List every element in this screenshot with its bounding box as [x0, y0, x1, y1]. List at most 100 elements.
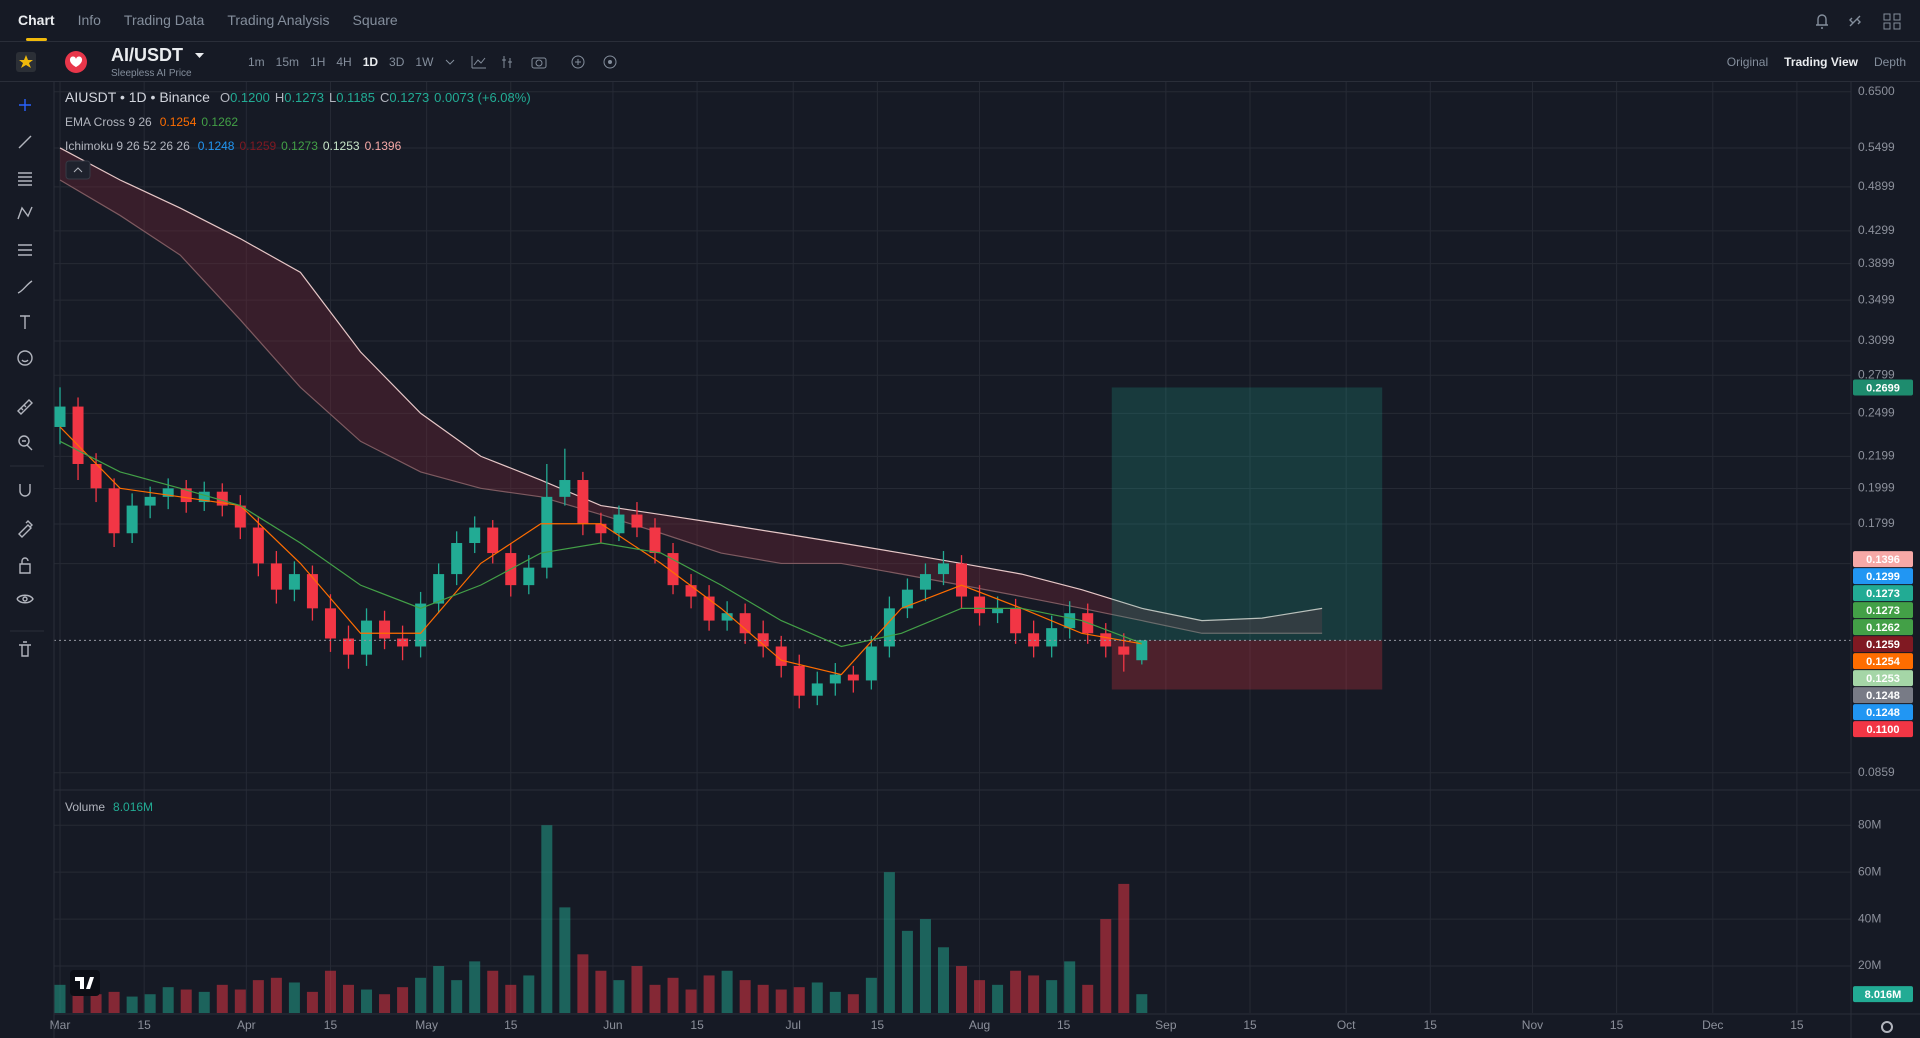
- view-option[interactable]: Original: [1726, 55, 1769, 69]
- volume-bar: [739, 980, 751, 1013]
- candle-body: [342, 638, 354, 655]
- symbol[interactable]: AI/USDT: [111, 45, 183, 65]
- tool-icon[interactable]: [19, 557, 31, 574]
- y-tick-label: 0.1999: [1858, 481, 1895, 495]
- chart-tools[interactable]: [442, 52, 622, 72]
- candle-body: [451, 543, 463, 575]
- x-tick-label: 15: [1243, 1018, 1257, 1032]
- tool-icon[interactable]: [17, 206, 33, 220]
- tool-icon-path: [19, 99, 31, 111]
- candle-body: [1136, 640, 1148, 661]
- tool-icon-path: [18, 520, 33, 538]
- candle-body: [775, 646, 787, 666]
- tool-icon[interactable]: [18, 244, 32, 256]
- tool-icon[interactable]: [19, 641, 31, 657]
- tool-icon[interactable]: [18, 520, 33, 538]
- tool-icon[interactable]: [16, 594, 34, 604]
- price-label: 0.2699: [1866, 382, 1900, 394]
- nav-tab[interactable]: Trading Data: [123, 12, 205, 28]
- volume-bar: [685, 989, 697, 1013]
- volume-bar: [487, 970, 499, 1013]
- settings-icon[interactable]: [1881, 1021, 1893, 1033]
- indicator-value: 0.1248: [197, 139, 235, 153]
- nav-tab[interactable]: Info: [77, 12, 101, 28]
- volume-bar: [721, 970, 733, 1013]
- nav-tab[interactable]: Square: [352, 12, 398, 28]
- candle-body: [559, 480, 571, 497]
- legend-main: AIUSDT • 1D • Binance O0.1200 H0.1273 L0.11…: [65, 89, 536, 105]
- x-tick-label: 15: [137, 1018, 151, 1032]
- top-nav: Chart Info Trading Data Trading Analysis Squ…: [0, 0, 1920, 42]
- candle-body: [956, 563, 968, 597]
- candle-body: [288, 574, 300, 590]
- price-label: 0.1273: [1866, 588, 1900, 600]
- price-label: 0.1248: [1866, 707, 1900, 719]
- interval[interactable]: 4H: [336, 55, 352, 69]
- view-option[interactable]: Trading View: [1784, 55, 1858, 69]
- nav-tab[interactable]: Chart: [18, 0, 55, 41]
- volume-bar: [397, 987, 409, 1013]
- symbol-icons[interactable]: [14, 50, 104, 74]
- caret[interactable]: [195, 52, 205, 60]
- tool-icon[interactable]: [19, 99, 31, 111]
- tool-icon[interactable]: [18, 435, 33, 451]
- candle-body: [541, 496, 553, 568]
- price-label-box: [1853, 636, 1913, 653]
- candle-body: [90, 463, 102, 489]
- volume-bar: [775, 989, 787, 1013]
- candle-body: [415, 603, 427, 647]
- tool-icon-path: [20, 315, 30, 329]
- candle-body: [1046, 628, 1058, 647]
- collapse-button[interactable]: [65, 160, 91, 180]
- tool-icon[interactable]: [18, 135, 32, 149]
- volume-bar: [811, 982, 823, 1013]
- candle-body: [108, 488, 120, 534]
- volume-bar: [956, 966, 968, 1013]
- candle-body: [72, 406, 84, 464]
- tool-icon[interactable]: [19, 484, 31, 497]
- candle-body: [216, 491, 228, 506]
- candle-body: [919, 574, 931, 590]
- interval[interactable]: 15m: [275, 55, 300, 69]
- indicator-value: 0.1253: [322, 139, 360, 153]
- interval[interactable]: 1H: [310, 55, 326, 69]
- candle-body: [523, 567, 535, 586]
- symbol-subtitle[interactable]: Sleepless AI Price: [111, 68, 192, 79]
- price-label-box: [1853, 721, 1913, 738]
- volume-bar: [613, 980, 625, 1013]
- volume-bar: [541, 825, 553, 1013]
- x-tick-label: 15: [1610, 1018, 1624, 1032]
- price-label: 0.1396: [1866, 554, 1900, 566]
- tool-icon-path: [17, 280, 33, 294]
- candle-body: [198, 491, 210, 503]
- volume-bar: [883, 872, 895, 1013]
- candle-body: [270, 563, 282, 590]
- y-tick-label: 0.4899: [1858, 179, 1895, 193]
- interval[interactable]: 3D: [389, 55, 405, 69]
- interval[interactable]: 1m: [248, 55, 265, 69]
- interval[interactable]: 1D: [362, 55, 379, 69]
- candle-body: [595, 523, 607, 534]
- tool-icon[interactable]: [17, 399, 33, 415]
- tool-icon[interactable]: [20, 315, 30, 329]
- volume-bar: [523, 975, 535, 1013]
- tool-icon[interactable]: [17, 280, 33, 294]
- candle-body: [667, 553, 679, 586]
- candle-body: [811, 683, 823, 696]
- candle-body: [1010, 608, 1022, 634]
- view-option[interactable]: Depth: [1873, 55, 1906, 69]
- candle-body: [847, 674, 859, 681]
- tool-icon[interactable]: [18, 172, 32, 186]
- candle-body: [1028, 633, 1040, 647]
- y-tick-label: 0.0859: [1858, 765, 1895, 779]
- interval[interactable]: 1W: [415, 55, 434, 69]
- candle-body: [883, 608, 895, 647]
- volume-bar: [631, 966, 643, 1013]
- ohlc-value: 0.1200: [230, 90, 270, 105]
- volume-bar: [270, 977, 282, 1013]
- tool-icon[interactable]: [17, 350, 33, 366]
- legend-ema: EMA Cross 9 26 0.1254 0.1262: [65, 114, 243, 129]
- nav-tab[interactable]: Trading Analysis: [227, 12, 330, 28]
- nav-icons[interactable]: [1812, 11, 1904, 31]
